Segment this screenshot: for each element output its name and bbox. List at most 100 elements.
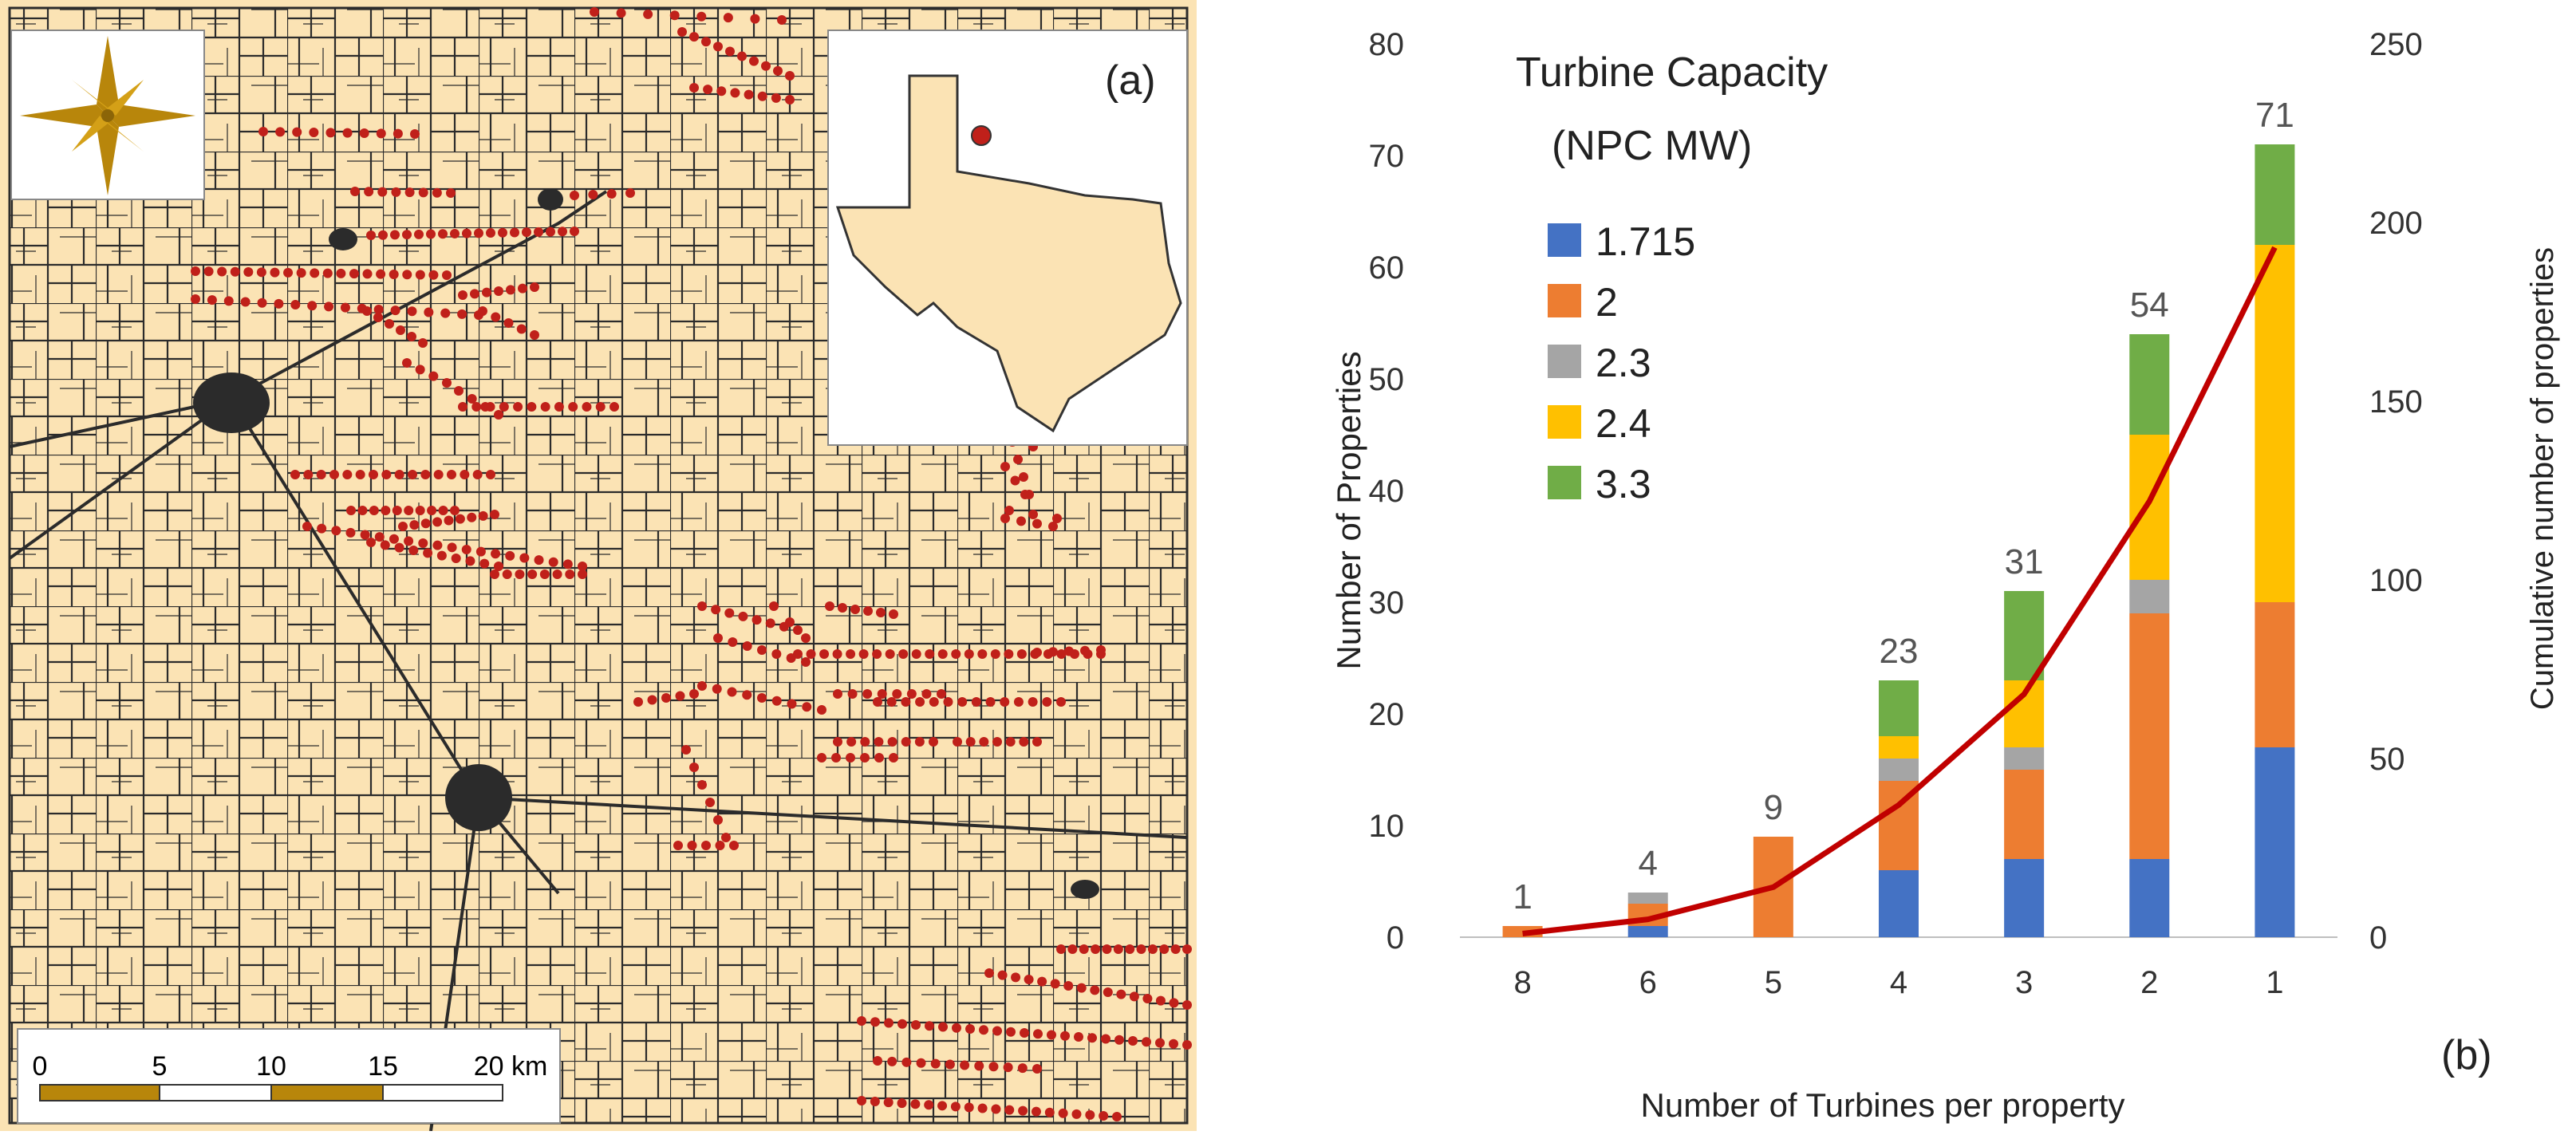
turbine-marker [450,506,460,515]
turbine-marker [478,306,487,316]
bar-segment [1879,736,1919,759]
turbine-marker [322,268,333,278]
turbine-marker [595,402,606,412]
turbine-marker [223,296,234,306]
turbine-marker [887,737,897,747]
y-tick-label: 40 [1369,474,1405,509]
turbine-marker [1004,649,1014,659]
turbine-marker [302,522,312,531]
turbine-marker [530,330,539,340]
turbine-marker [777,15,787,25]
turbine-marker [647,695,657,705]
turbine-marker [1010,475,1020,486]
town [445,764,512,831]
turbine-marker [432,187,442,198]
turbine-marker [402,270,412,280]
turbine-marker [1079,944,1089,954]
turbine-marker [773,65,783,76]
legend-swatch [1548,405,1581,439]
turbine-marker [633,697,643,707]
turbine-marker [785,71,795,81]
turbine-marker [494,562,503,571]
turbine-marker [1033,1029,1043,1039]
turbine-marker [548,557,558,567]
turbine-marker [447,542,457,553]
turbine-marker [381,470,392,479]
turbine-marker [910,1099,921,1109]
turbine-marker [817,705,826,715]
turbine-marker [415,506,425,515]
turbine-marker [578,569,587,579]
turbine-marker [369,506,379,515]
turbine-marker [616,8,626,18]
turbine-marker [274,298,284,309]
turbine-marker [723,13,733,23]
turbine-marker [1004,506,1014,515]
turbine-marker [872,649,882,659]
x-tick-label: 1 [2266,965,2283,1000]
turbine-marker [857,1016,866,1026]
turbine-marker [398,522,408,531]
turbine-marker [984,968,994,978]
turbine-marker [240,297,250,307]
turbine-marker [673,841,683,850]
turbine-marker [825,601,834,611]
turbine-marker [892,689,902,699]
turbine-marker [1019,472,1028,482]
turbine-marker [191,266,200,276]
turbine-marker [713,633,723,643]
turbine-marker [362,306,372,316]
turbine-marker [391,187,401,197]
scale-tick-label: 0 [33,1051,48,1082]
turbine-marker [433,470,444,479]
turbine-marker [965,737,976,747]
turbine-marker [438,506,448,515]
turbine-marker [1067,944,1078,954]
turbine-marker [1048,522,1058,531]
turbine-marker [943,697,953,707]
turbine-marker [846,649,856,659]
turbine-marker [1000,462,1010,471]
turbine-marker [937,1101,948,1111]
turbine-marker [1159,944,1170,954]
legend-entry: 3.3 [1596,462,1651,506]
turbine-marker [857,1096,866,1105]
turbine-marker [424,307,434,317]
turbine-marker [590,7,599,17]
legend-entry: 2.4 [1596,401,1651,446]
turbine-marker [1020,1028,1029,1038]
turbine-marker [336,268,346,278]
turbine-marker [873,1056,882,1066]
turbine-marker [992,1026,1002,1036]
turbine-marker [793,649,803,659]
turbine-marker [757,91,767,101]
y-tick-label: 0 [1387,920,1404,956]
turbine-marker [964,1102,974,1113]
turbine-marker [432,540,443,550]
turbine-marker [914,737,925,747]
legend-swatch [1548,223,1581,257]
turbine-marker [546,227,555,237]
turbine-marker [1000,514,1010,523]
y2-tick-label: 0 [2369,920,2387,956]
turbine-marker [1136,944,1146,954]
turbine-marker [270,267,280,278]
turbine-marker [402,358,412,368]
turbine-marker [901,697,911,707]
turbine-marker [578,562,587,571]
turbine-marker [362,269,373,279]
turbine-marker [675,691,685,701]
turbine-marker [1087,1033,1097,1043]
y-tick-label: 50 [1369,362,1405,397]
turbine-marker [677,27,687,37]
bar-segment [2129,613,2170,859]
turbine-marker [1129,991,1139,1002]
turbine-marker [1064,646,1074,656]
bar-segment [2004,770,2045,859]
turbine-marker [1032,518,1042,529]
turbine-marker [1028,697,1038,707]
turbine-marker [502,569,512,579]
bar-segment [1627,893,1668,904]
turbine-marker [342,470,353,479]
turbine-marker [565,569,575,579]
